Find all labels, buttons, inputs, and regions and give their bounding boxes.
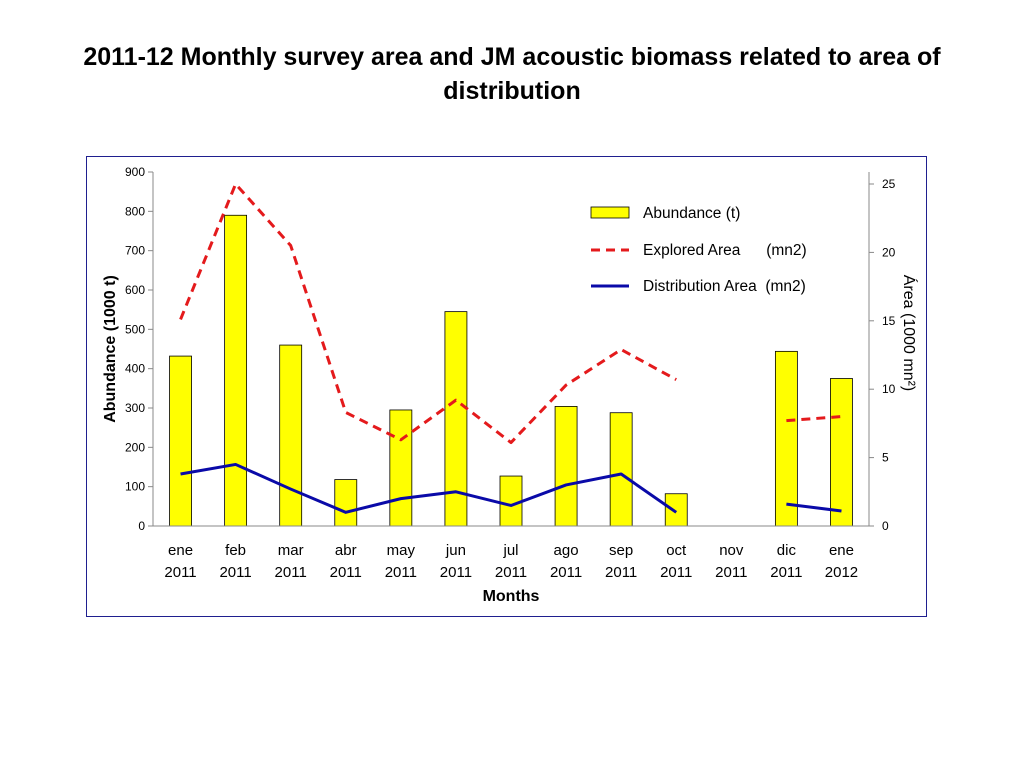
left-tick-label: 800 bbox=[125, 204, 145, 218]
x-tick-label: 2011 bbox=[385, 564, 417, 581]
x-tick-label: sep bbox=[609, 542, 633, 559]
abundance-bar bbox=[609, 412, 633, 527]
left-tick-label: 0 bbox=[138, 519, 145, 533]
x-axis-title: Months bbox=[483, 588, 540, 605]
abundance-bar bbox=[224, 214, 248, 527]
legend-label: Explored Area (mn2) bbox=[643, 242, 807, 259]
left-tick-label: 300 bbox=[125, 401, 145, 415]
left-tick-label: 500 bbox=[125, 322, 145, 336]
legend-label: Abundance (t) bbox=[643, 205, 740, 222]
abundance-bar bbox=[774, 350, 798, 527]
distribution-area-line bbox=[786, 502, 842, 513]
x-tick-label: 2011 bbox=[605, 564, 637, 581]
abundance-bar bbox=[279, 344, 303, 527]
legend-label: Distribution Area (mn2) bbox=[643, 278, 806, 295]
x-tick-label: 2011 bbox=[219, 564, 251, 581]
x-tick-label: 2011 bbox=[275, 564, 307, 581]
left-tick-label: 700 bbox=[125, 244, 145, 258]
x-tick-label: 2011 bbox=[770, 564, 802, 581]
x-tick-label: 2011 bbox=[495, 564, 527, 581]
abundance-bar bbox=[664, 493, 688, 527]
left-tick-label: 400 bbox=[125, 362, 145, 376]
abundance-bar bbox=[554, 406, 578, 527]
chart-frame: 0 100 200 300 400 500 600 700 800 900 0 5 10 15 20 25 en… bbox=[86, 156, 927, 617]
x-tick-label: jul bbox=[502, 542, 518, 559]
x-tick-label: ene bbox=[829, 542, 854, 559]
right-tick-label: 10 bbox=[882, 382, 896, 396]
left-tick-label: 600 bbox=[125, 283, 145, 297]
area-lines bbox=[179, 182, 842, 514]
y-axis-title: Abundance (1000 t) bbox=[102, 275, 119, 423]
x-tick-label: 2011 bbox=[164, 564, 196, 581]
right-tick-label: 0 bbox=[882, 519, 889, 533]
right-tick-label: 25 bbox=[882, 177, 896, 191]
explored-area-line bbox=[179, 182, 677, 445]
left-tick-label: 900 bbox=[125, 165, 145, 179]
x-tick-label: oct bbox=[666, 542, 687, 559]
x-tick-label: 2011 bbox=[440, 564, 472, 581]
legend: Abundance (t) Explored Area (mn2) Distribu… bbox=[590, 205, 807, 295]
axes: 0 100 200 300 400 500 600 700 800 900 0 5 10 15 20 25 en… bbox=[102, 165, 919, 605]
chart: 0 100 200 300 400 500 600 700 800 900 0 5 10 15 20 25 en… bbox=[102, 165, 919, 605]
x-tick-label: 2011 bbox=[330, 564, 362, 581]
explored-area-line bbox=[786, 415, 842, 423]
right-tick-label: 15 bbox=[882, 314, 896, 328]
x-tick-label: abr bbox=[335, 542, 357, 559]
x-tick-label: 2011 bbox=[550, 564, 582, 581]
distribution-area-line bbox=[180, 462, 678, 514]
x-tick-label: 2012 bbox=[825, 564, 858, 581]
x-tick-label: ago bbox=[554, 542, 579, 559]
x-tick-label: ene bbox=[168, 542, 193, 559]
right-tick-label: 5 bbox=[882, 451, 889, 465]
x-tick-label: 2011 bbox=[660, 564, 692, 581]
y2-axis-title: Área (1000 mn²) bbox=[900, 275, 919, 392]
x-tick-label: mar bbox=[278, 542, 304, 559]
right-tick-label: 20 bbox=[882, 245, 896, 259]
abundance-bar bbox=[334, 479, 358, 527]
x-tick-label: nov bbox=[719, 542, 744, 559]
x-tick-label: dic bbox=[777, 542, 797, 559]
x-tick-label: feb bbox=[225, 542, 246, 559]
legend-swatch-abundance bbox=[590, 206, 630, 219]
x-tick-label: 2011 bbox=[715, 564, 747, 581]
abundance-bar bbox=[830, 378, 853, 527]
abundance-bar bbox=[169, 355, 192, 527]
left-tick-label: 100 bbox=[125, 480, 145, 494]
x-tick-label: jun bbox=[445, 542, 466, 559]
slide-title: 2011-12 Monthly survey area and JM acous… bbox=[83, 43, 941, 105]
x-tick-label: may bbox=[387, 542, 416, 559]
left-tick-label: 200 bbox=[125, 440, 145, 454]
abundance-bar bbox=[389, 409, 413, 527]
